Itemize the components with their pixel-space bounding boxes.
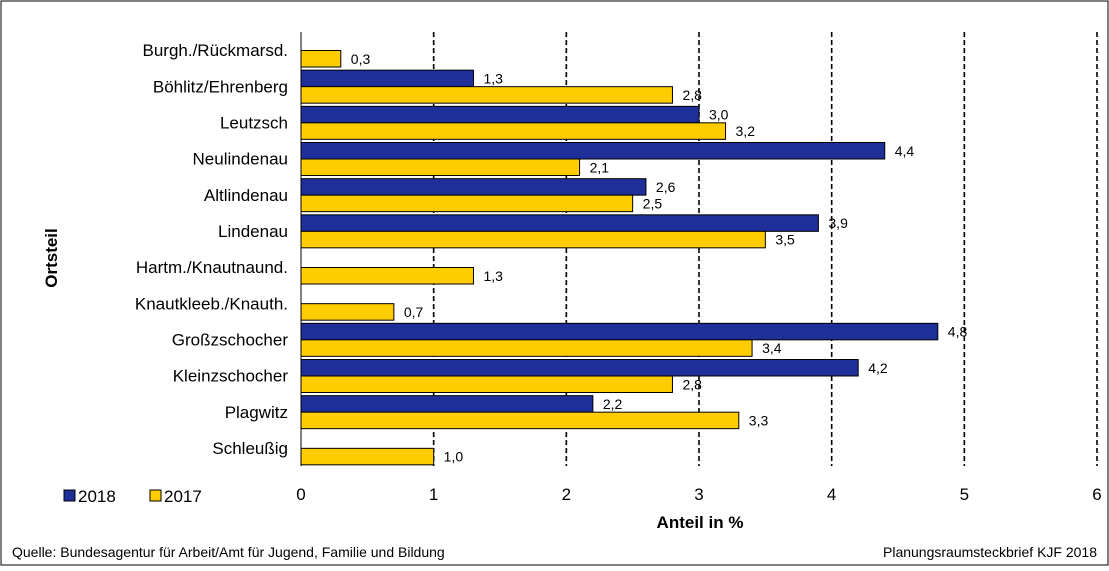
data-label: 0,7: [404, 304, 424, 320]
source-note: Quelle: Bundesagentur für Arbeit/Amt für…: [12, 544, 445, 560]
category-label: Burgh./Rückmarsd.: [143, 41, 289, 60]
data-label: 3,2: [736, 123, 756, 139]
bar-2017: [300, 339, 753, 357]
data-label: 2,8: [682, 87, 702, 103]
legend-swatch: [63, 489, 76, 502]
data-label: 3,4: [762, 340, 782, 356]
gridlines: [432, 32, 1098, 466]
x-tick-label: 5: [960, 485, 969, 504]
category-label: Großzschocher: [172, 330, 289, 349]
data-label: 4,2: [868, 360, 888, 376]
x-axis-title: Anteil in %: [657, 513, 744, 532]
bar-2018: [300, 178, 647, 196]
bar-2017: [300, 303, 395, 321]
data-labels: 0,3 1,3 2,8 3,0 3,2 4,4 2,1 2,62,5 3,9 3,5 1,3 0,7 4…: [351, 51, 968, 465]
x-tick-label: 1: [429, 485, 438, 504]
category-label: Plagwitz: [225, 403, 288, 422]
category-label: Altlindenau: [204, 186, 288, 205]
data-label: 2,2: [603, 396, 623, 412]
data-label: 4,8: [948, 324, 968, 340]
bar-2018: [300, 322, 939, 341]
data-label: 1,3: [483, 70, 503, 86]
category-label: Knautkleeb./Knauth.: [135, 294, 288, 313]
bar-2017: [300, 50, 342, 68]
x-tick-labels: 0 1 2 3 4 5 6: [296, 485, 1101, 504]
data-label: 2,6: [656, 179, 676, 195]
bar-2017: [300, 230, 766, 249]
legend-swatch: [149, 489, 162, 502]
category-label: Kleinzschocher: [173, 367, 289, 386]
data-label: 1,3: [483, 268, 503, 284]
category-label: Hartm./Knautnaund.: [136, 258, 288, 277]
bar-2017: [300, 375, 673, 393]
bar-2017: [300, 194, 634, 213]
category-label: Lindenau: [218, 222, 288, 241]
x-tick-label: 4: [827, 485, 836, 504]
x-tick-label: 3: [694, 485, 703, 504]
legend-entry: 2017: [164, 487, 202, 506]
data-label: 0,3: [351, 51, 371, 67]
data-label: 1,0: [444, 449, 464, 465]
data-label: 2,5: [643, 195, 663, 211]
category-label: Schleußig: [212, 439, 288, 458]
x-tick-label: 6: [1092, 485, 1101, 504]
data-label: 2,1: [590, 159, 610, 175]
bar-2018: [300, 214, 819, 232]
bar-2017: [300, 447, 435, 466]
category-label: Böhlitz/Ehrenberg: [153, 77, 288, 96]
credit-note: Planungsraumsteckbrief KJF 2018: [883, 544, 1097, 560]
x-tick-label: 2: [562, 485, 571, 504]
data-label: 3,5: [775, 232, 795, 248]
bar-2017: [300, 411, 740, 430]
bar-2018: [300, 142, 886, 160]
x-tick-label: 0: [296, 485, 305, 504]
bar-2018: [300, 359, 859, 377]
bar-2018: [300, 395, 594, 413]
data-label: 2,8: [682, 376, 702, 392]
bar-2017: [300, 86, 673, 104]
bar-2018: [300, 69, 474, 88]
bar-2018: [300, 105, 700, 124]
category-label: Neulindenau: [193, 150, 288, 169]
data-label: 4,4: [895, 143, 915, 159]
legend: 2018 2017: [63, 487, 202, 506]
bars: [300, 50, 939, 466]
data-label: 3,0: [709, 107, 729, 123]
bar-2017: [300, 122, 727, 140]
legend-entry: 2018: [78, 487, 116, 506]
y-axis-title: Ortsteil: [42, 228, 61, 288]
data-label: 3,9: [828, 215, 848, 231]
bar-2017: [300, 267, 474, 285]
category-label: Leutzsch: [220, 113, 288, 132]
data-label: 3,3: [749, 412, 769, 428]
bar-2017: [300, 158, 581, 176]
category-labels: Burgh./Rückmarsd. Böhlitz/Ehrenberg Leutzs…: [135, 41, 288, 458]
